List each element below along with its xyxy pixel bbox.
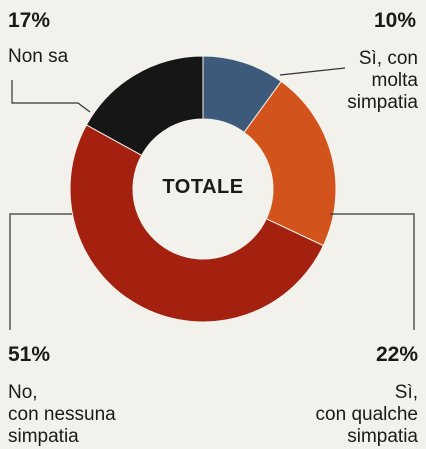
pct-label-nessuna: 51% (8, 343, 51, 366)
leader-line-non-sa (11, 80, 91, 113)
pct-label-qualche: 22% (375, 343, 418, 366)
slice-qualche-simpatia (243, 80, 337, 247)
slice-label-qualche-line3: simpatia (347, 426, 418, 447)
pct-label-non-sa: 17% (8, 9, 51, 32)
slice-label-molta-line1: Sì, con (358, 48, 418, 69)
slice-non-sa (85, 55, 204, 156)
pct-label-molta: 10% (373, 9, 416, 32)
slice-label-nessuna-line2: con nessuna (8, 404, 116, 425)
slice-label-molta-line2: molta (371, 70, 418, 91)
leader-line-nessuna (9, 213, 72, 330)
donut-center-label: TOTALE (162, 176, 244, 198)
leader-line-qualche (330, 213, 415, 330)
slice-label-nessuna-line1: No, (8, 382, 38, 403)
slice-label-non-sa: Non sa (8, 46, 69, 67)
slice-nessuna-simpatia (69, 124, 325, 323)
leader-line-molta (279, 67, 346, 76)
slice-label-molta-line3: simpatia (347, 92, 418, 113)
slice-label-qualche-line1: Sì, (394, 382, 418, 403)
slice-label-qualche-line2: con qualche (315, 404, 418, 425)
slice-label-nessuna-line3: simpatia (8, 426, 79, 447)
